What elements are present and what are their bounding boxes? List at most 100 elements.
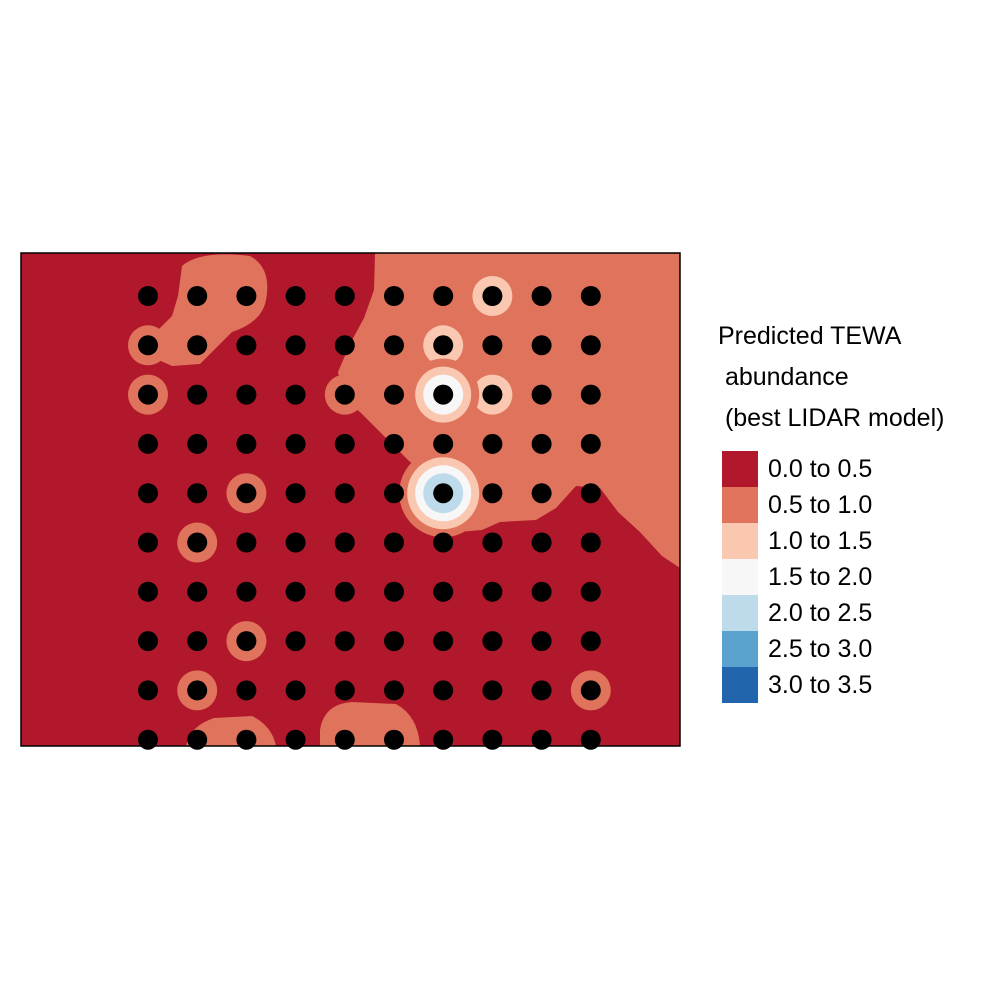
- survey-point-r5-c10: [580, 483, 601, 504]
- map-frame: [20, 252, 681, 747]
- survey-point-r6-c9: [531, 532, 552, 553]
- survey-point-r2-c6: [384, 335, 404, 356]
- survey-point-r6-c2: [187, 532, 208, 553]
- legend-keys: 0.0 to 0.5 0.5 to 1.0 1.0 to 1.5 1.5 to …: [718, 451, 988, 703]
- survey-point-r1-c3: [236, 286, 257, 306]
- legend-swatch-5: [722, 631, 758, 667]
- survey-point-r4-c1: [138, 433, 158, 454]
- survey-point-r9-c4: [285, 680, 306, 701]
- survey-point-r5-c7: [433, 483, 454, 504]
- survey-point-r10-c5: [334, 729, 355, 750]
- survey-point-r1-c9: [531, 286, 552, 306]
- survey-point-r1-c4: [285, 286, 306, 306]
- legend-label-5: 2.5 to 3.0: [768, 634, 873, 663]
- survey-point-r4-c10: [580, 433, 601, 454]
- survey-point-r6-c4: [285, 532, 306, 553]
- legend-label-1: 0.5 to 1.0: [768, 490, 873, 519]
- survey-point-r7-c6: [384, 581, 404, 602]
- survey-point-r5-c4: [285, 483, 306, 504]
- legend-label-0: 0.0 to 0.5: [768, 454, 873, 483]
- legend-item-3: 1.5 to 2.0: [718, 559, 988, 595]
- survey-point-r3-c7: [433, 384, 454, 405]
- survey-point-r8-c2: [187, 631, 208, 652]
- survey-point-r6-c1: [138, 532, 158, 553]
- survey-point-r3-c8: [482, 384, 503, 405]
- survey-point-r1-c5: [334, 286, 355, 306]
- legend-label-6: 3.0 to 3.5: [768, 670, 873, 699]
- survey-point-r9-c5: [334, 680, 355, 701]
- survey-point-r1-c10: [580, 286, 601, 306]
- survey-point-r4-c3: [236, 433, 257, 454]
- survey-points: [138, 286, 601, 750]
- survey-point-r2-c9: [531, 335, 552, 356]
- legend-title-line-2: abundance: [718, 363, 849, 391]
- survey-point-r3-c9: [531, 384, 552, 405]
- survey-point-r1-c6: [384, 286, 404, 306]
- survey-point-r9-c6: [384, 680, 404, 701]
- survey-point-r2-c7: [433, 335, 454, 356]
- survey-point-r3-c1: [138, 384, 158, 405]
- legend-item-1: 0.5 to 1.0: [718, 487, 988, 523]
- survey-point-r5-c9: [531, 483, 552, 504]
- survey-point-r8-c1: [138, 631, 158, 652]
- legend: Predicted TEWA abundance (best LIDAR mod…: [718, 316, 988, 703]
- survey-point-r6-c3: [236, 532, 257, 553]
- survey-point-r10-c2: [187, 729, 208, 750]
- survey-point-r2-c10: [580, 335, 601, 356]
- legend-item-2: 1.0 to 1.5: [718, 523, 988, 559]
- raster-zone-north: [140, 254, 268, 366]
- survey-point-r2-c8: [482, 335, 503, 356]
- survey-point-r5-c2: [187, 483, 208, 504]
- survey-point-r6-c8: [482, 532, 503, 553]
- survey-point-r10-c8: [482, 729, 503, 750]
- survey-point-r9-c10: [580, 680, 601, 701]
- survey-point-r7-c2: [187, 581, 208, 602]
- survey-point-r2-c5: [334, 335, 355, 356]
- legend-swatch-6: [722, 667, 758, 703]
- legend-swatch-3: [722, 559, 758, 595]
- survey-point-r9-c2: [187, 680, 208, 701]
- survey-point-r10-c6: [384, 729, 404, 750]
- survey-point-r7-c10: [580, 581, 601, 602]
- survey-point-r3-c2: [187, 384, 208, 405]
- survey-point-r1-c1: [138, 286, 158, 306]
- survey-point-r4-c6: [384, 433, 404, 454]
- survey-point-r2-c4: [285, 335, 306, 356]
- survey-point-r4-c5: [334, 433, 355, 454]
- survey-point-r7-c7: [433, 581, 454, 602]
- survey-point-r6-c6: [384, 532, 404, 553]
- survey-point-r8-c3: [236, 631, 257, 652]
- survey-point-r7-c5: [334, 581, 355, 602]
- survey-point-r3-c6: [384, 384, 404, 405]
- survey-point-r9-c7: [433, 680, 454, 701]
- survey-point-r1-c2: [187, 286, 208, 306]
- survey-point-r10-c9: [531, 729, 552, 750]
- legend-swatch-2: [722, 523, 758, 559]
- survey-point-r3-c4: [285, 384, 306, 405]
- survey-point-r8-c5: [334, 631, 355, 652]
- legend-label-4: 2.0 to 2.5: [768, 598, 873, 627]
- legend-label-3: 1.5 to 2.0: [768, 562, 873, 591]
- survey-point-r9-c1: [138, 680, 158, 701]
- survey-point-r2-c1: [138, 335, 158, 356]
- survey-point-r6-c10: [580, 532, 601, 553]
- survey-point-r6-c7: [433, 532, 454, 553]
- survey-point-r7-c4: [285, 581, 306, 602]
- survey-point-r4-c9: [531, 433, 552, 454]
- survey-point-r5-c1: [138, 483, 158, 504]
- legend-item-5: 2.5 to 3.0: [718, 631, 988, 667]
- survey-point-r5-c3: [236, 483, 257, 504]
- survey-point-r1-c8: [482, 286, 503, 306]
- survey-point-r1-c7: [433, 286, 454, 306]
- survey-point-r4-c2: [187, 433, 208, 454]
- survey-point-r10-c7: [433, 729, 454, 750]
- survey-point-r2-c2: [187, 335, 208, 356]
- legend-title-line-3: (best LIDAR model): [718, 404, 945, 432]
- survey-point-r9-c3: [236, 680, 257, 701]
- legend-swatch-1: [722, 487, 758, 523]
- legend-item-4: 2.0 to 2.5: [718, 595, 988, 631]
- survey-point-r10-c1: [138, 729, 158, 750]
- survey-point-r5-c6: [384, 483, 404, 504]
- survey-point-r7-c8: [482, 581, 503, 602]
